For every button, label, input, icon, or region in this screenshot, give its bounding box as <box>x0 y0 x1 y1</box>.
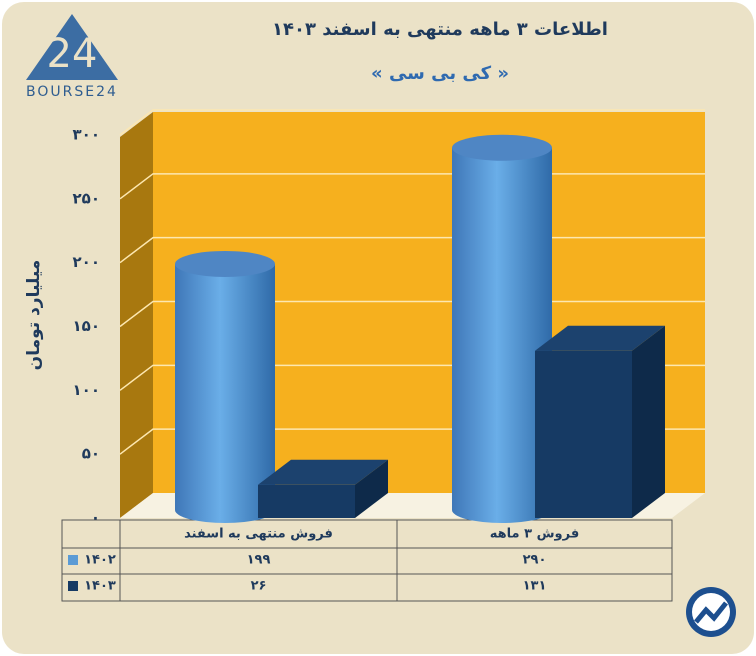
y-axis-label: میلیارد تومان <box>24 260 44 371</box>
logo-mark: 24 <box>47 31 98 77</box>
value-label: ۱۳۱ <box>523 579 547 594</box>
value-label: ۲۹۰ <box>523 553 547 568</box>
logo-name: BOURSE24 <box>26 84 118 100</box>
y-tick-label: ۱۵۰ <box>73 317 100 335</box>
bar-cylinder-top <box>175 250 275 277</box>
side-wall <box>120 112 153 518</box>
y-tick-label: ۰ <box>91 509 100 527</box>
x-tick-label: فروش منتهی به اسفند <box>184 527 333 542</box>
data-table <box>61 519 673 602</box>
bar-box <box>258 484 355 518</box>
value-label: ۲۶ <box>251 579 267 594</box>
chart-title: اطلاعات ۳ ماهه منتهی به اسفند ۱۴۰۳ <box>272 19 608 40</box>
y-tick-label: ۱۰۰ <box>73 381 100 399</box>
bar-box <box>535 350 632 518</box>
legend-label: ۱۴۰۲ <box>84 553 116 568</box>
logo: 24 BOURSE24 <box>26 14 118 100</box>
bar-cylinder <box>175 263 275 523</box>
bar-box-side <box>355 459 388 518</box>
bar-cylinder <box>452 147 552 523</box>
bar-cylinder-top <box>452 134 552 161</box>
bar-box-top <box>535 325 665 351</box>
chart-subtitle: « کی بی سی » <box>371 63 509 84</box>
legend-label: ۱۴۰۳ <box>84 579 116 594</box>
table-border <box>61 519 673 602</box>
bar-box-top <box>258 459 388 485</box>
bar-box-side <box>632 325 665 518</box>
y-tick-label: ۵۰ <box>82 445 100 463</box>
legend-swatch <box>68 581 78 591</box>
icon-arrow <box>694 601 728 624</box>
grid-line <box>119 109 705 136</box>
y-tick-label: ۲۵۰ <box>73 189 100 207</box>
y-tick-label: ۳۰۰ <box>73 126 100 144</box>
legend-swatch <box>68 555 78 565</box>
y-tick-label: ۲۰۰ <box>73 253 100 271</box>
x-tick-label: فروش ۳ ماهه <box>490 527 579 542</box>
corner-icon <box>686 587 736 637</box>
logo-shape <box>26 14 118 80</box>
value-label: ۱۹۹ <box>247 553 271 568</box>
